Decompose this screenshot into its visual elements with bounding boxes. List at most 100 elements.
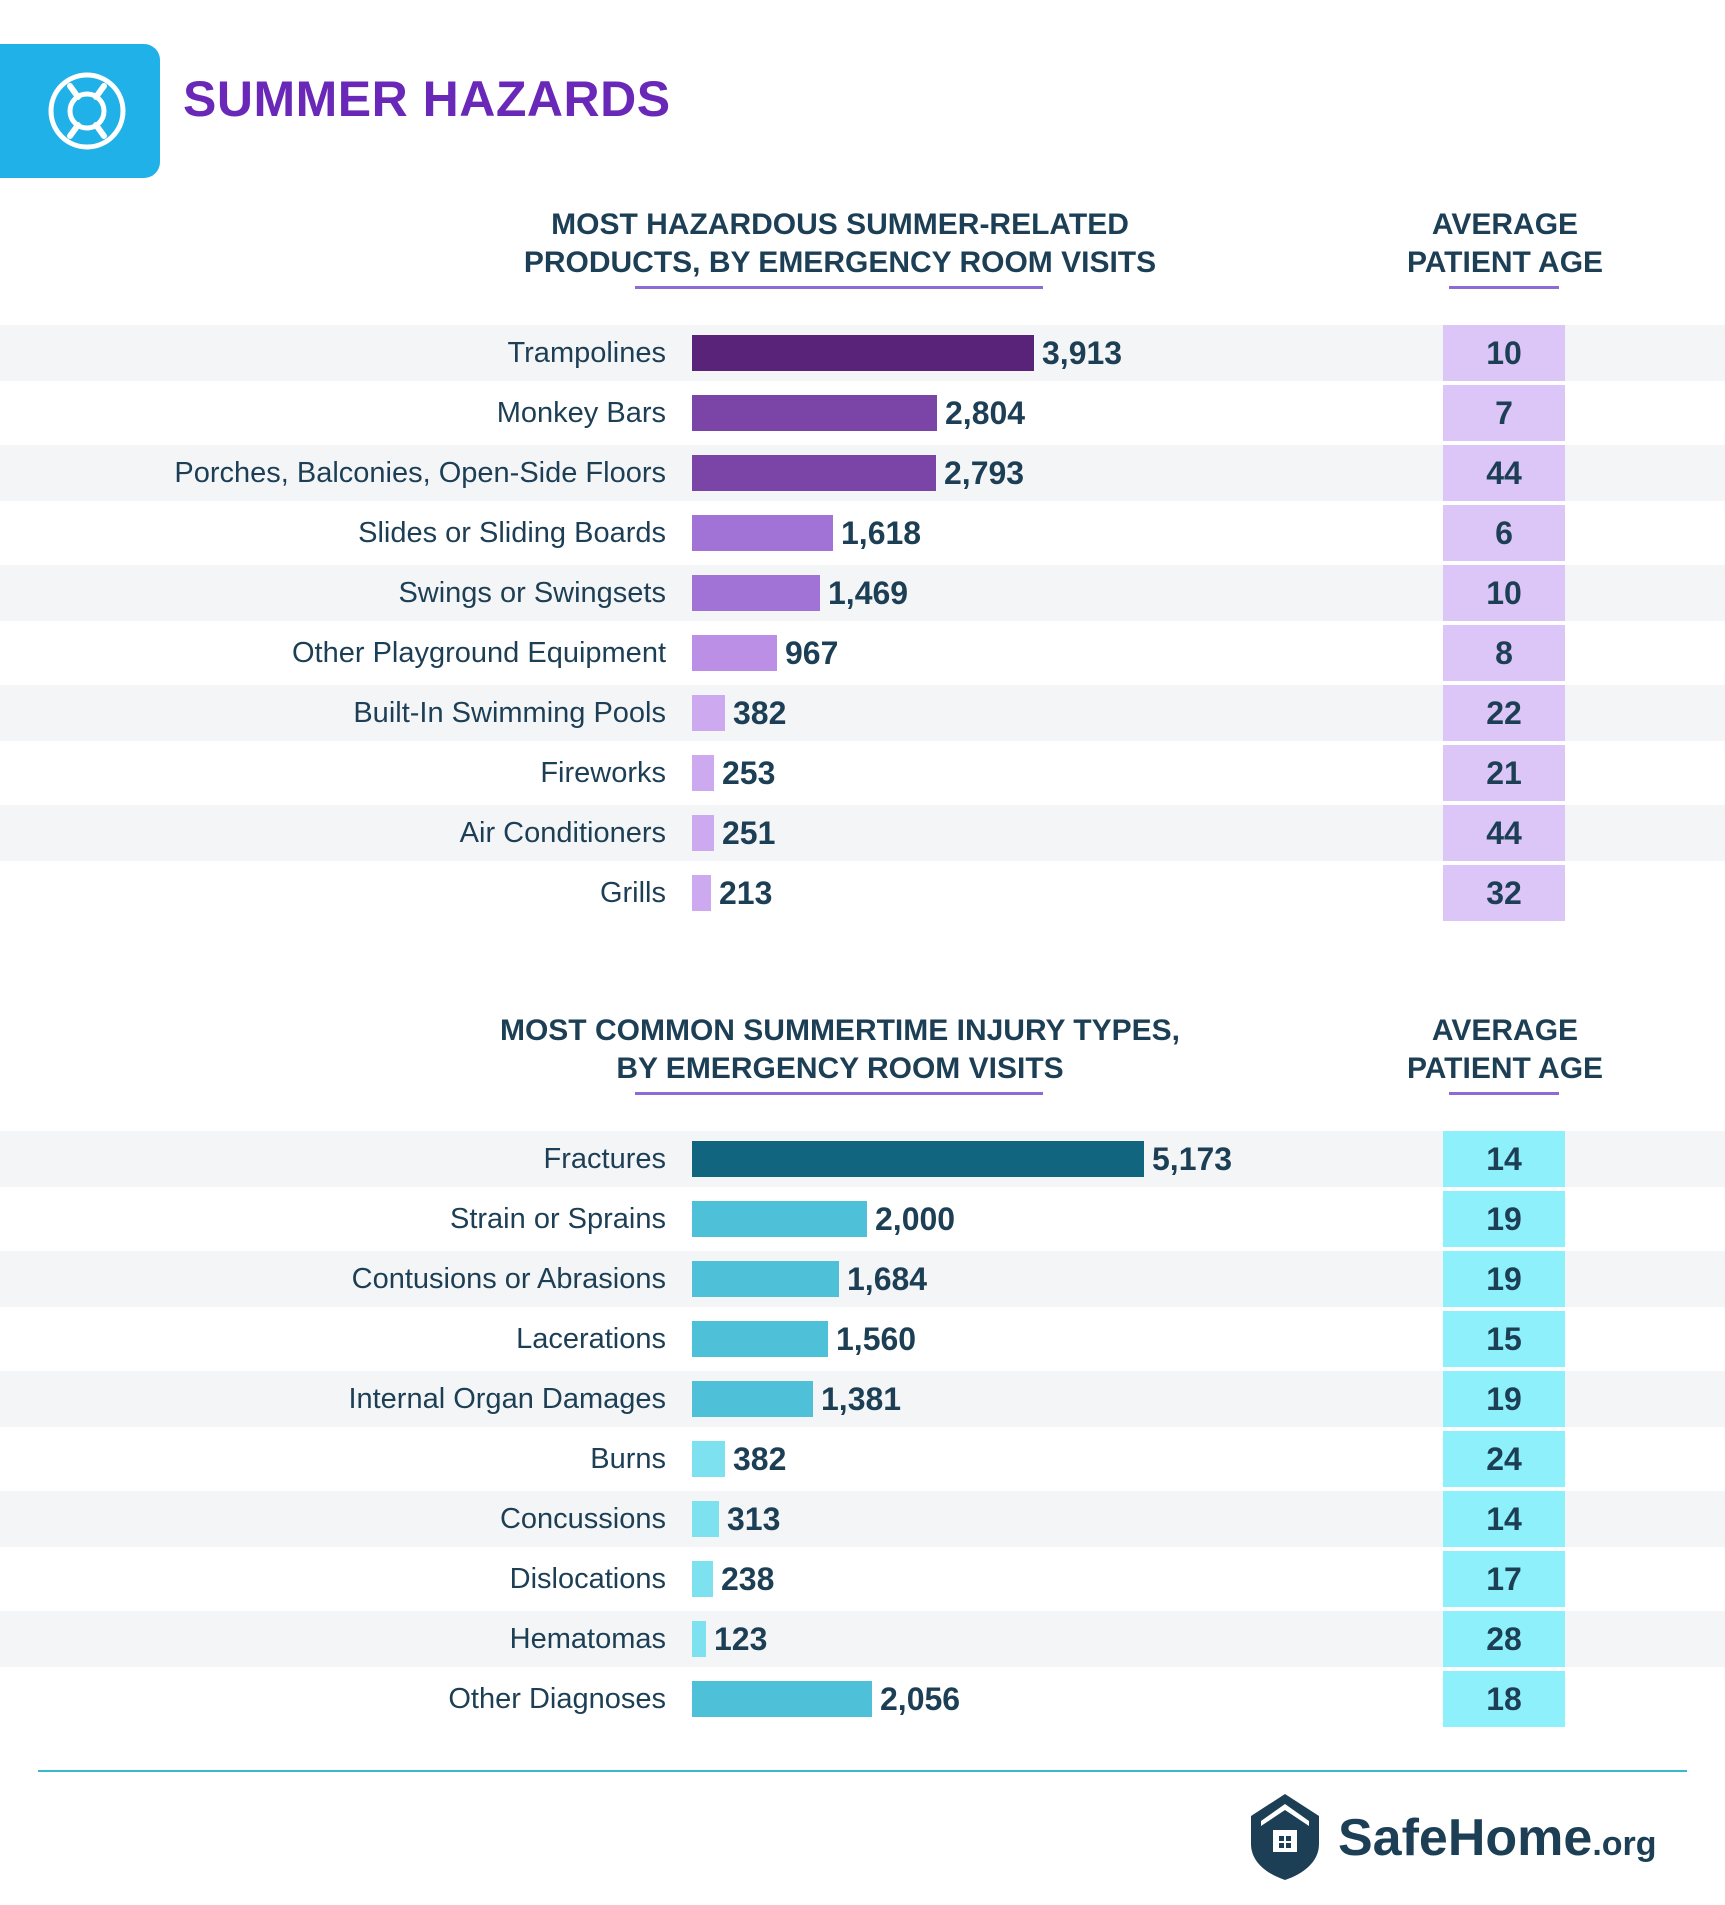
- bar: [692, 755, 714, 791]
- age-value: 7: [1495, 395, 1513, 431]
- logo-suffix: .org: [1592, 1825, 1657, 1863]
- age-value: 18: [1486, 1681, 1522, 1717]
- age-value: 10: [1486, 575, 1522, 611]
- category-label: Porches, Balconies, Open-Side Floors: [174, 457, 666, 489]
- age-cell: [1443, 445, 1565, 501]
- bar-value-label: 2,000: [875, 1201, 956, 1237]
- age-value: 44: [1486, 455, 1522, 491]
- header-badge: [0, 44, 160, 178]
- row-band: [0, 805, 1725, 861]
- row-band: [0, 685, 1725, 741]
- bar: [692, 635, 777, 671]
- bar: [692, 1681, 872, 1717]
- row-band: [0, 1371, 1725, 1427]
- age-cell: [1443, 1131, 1565, 1187]
- bar: [692, 815, 714, 851]
- house-shield-icon: [1251, 1794, 1319, 1880]
- bar-value-label: 1,381: [821, 1381, 902, 1417]
- age-cell: [1443, 745, 1565, 801]
- age-value: 24: [1486, 1441, 1522, 1477]
- bar-value-label: 123: [714, 1621, 768, 1657]
- bar-value-label: 2,793: [944, 455, 1025, 491]
- title-underline: [635, 1092, 1043, 1095]
- age-value: 19: [1486, 1381, 1522, 1417]
- bar-value-label: 2,056: [880, 1681, 961, 1717]
- age-cell: [1443, 505, 1565, 561]
- category-label: Trampolines: [507, 337, 666, 369]
- bar: [692, 1381, 813, 1417]
- bar: [692, 455, 936, 491]
- age-cell: [1443, 1371, 1565, 1427]
- bar-value-label: 1,469: [828, 575, 909, 611]
- bar-value-label: 1,618: [841, 515, 922, 551]
- brand-logo[interactable]: SafeHome.org: [1338, 1808, 1657, 1868]
- bar: [692, 395, 937, 431]
- injury-chart-title: MOST COMMON SUMMERTIME INJURY TYPES, BY …: [460, 1012, 1220, 1088]
- age-value: 44: [1486, 815, 1522, 851]
- age-cell: [1443, 1311, 1565, 1367]
- products-chart-title: MOST HAZARDOUS SUMMER-RELATED PRODUCTS, …: [460, 206, 1220, 282]
- age-header-line: PATIENT AGE: [1406, 1052, 1604, 1085]
- bar-value-label: 967: [785, 635, 839, 671]
- bar-value-label: 251: [722, 815, 776, 851]
- category-label: Monkey Bars: [496, 397, 666, 429]
- age-cell: [1443, 685, 1565, 741]
- category-label: Fractures: [543, 1143, 666, 1175]
- bar: [692, 515, 833, 551]
- age-cell: [1443, 1491, 1565, 1547]
- bar-value-label: 1,560: [836, 1321, 917, 1357]
- row-band: [0, 1611, 1725, 1667]
- bar: [692, 1501, 719, 1537]
- age-header-line: PATIENT AGE: [1406, 246, 1604, 279]
- age-value: 6: [1495, 515, 1513, 551]
- category-label: Contusions or Abrasions: [351, 1263, 666, 1295]
- category-label: Strain or Sprains: [450, 1203, 666, 1235]
- age-cell: [1443, 1551, 1565, 1607]
- logo-name: SafeHome: [1338, 1809, 1593, 1867]
- category-label: Other Diagnoses: [448, 1683, 666, 1715]
- age-column-header: AVERAGE PATIENT AGE: [1380, 1012, 1630, 1088]
- age-cell: [1443, 625, 1565, 681]
- age-cell: [1443, 865, 1565, 921]
- category-label: Internal Organ Damages: [348, 1383, 666, 1415]
- category-label: Swings or Swingsets: [398, 577, 666, 609]
- category-label: Concussions: [499, 1503, 666, 1535]
- bar: [692, 575, 820, 611]
- chart-title-line: PRODUCTS, BY EMERGENCY ROOM VISITS: [523, 246, 1157, 279]
- age-cell: [1443, 1191, 1565, 1247]
- bar-value-label: 382: [733, 695, 787, 731]
- bar: [692, 1201, 867, 1237]
- lifebuoy-icon: [48, 72, 126, 150]
- age-cell: [1443, 385, 1565, 441]
- bar: [692, 875, 711, 911]
- age-value: 32: [1486, 875, 1522, 911]
- category-label: Other Playground Equipment: [292, 637, 666, 669]
- bar: [692, 1561, 713, 1597]
- bar-value-label: 238: [721, 1561, 775, 1597]
- age-value: 19: [1486, 1261, 1522, 1297]
- age-header-underline: [1449, 1092, 1559, 1095]
- bar: [692, 1621, 706, 1657]
- age-cell: [1443, 325, 1565, 381]
- page-title: SUMMER HAZARDS: [183, 71, 671, 127]
- category-label: Slides or Sliding Boards: [358, 517, 666, 549]
- age-cell: [1443, 565, 1565, 621]
- bar-value-label: 5,173: [1152, 1141, 1233, 1177]
- chart-title-line: MOST COMMON SUMMERTIME INJURY TYPES,: [499, 1014, 1181, 1047]
- category-label: Lacerations: [516, 1323, 666, 1355]
- bar: [692, 335, 1034, 371]
- bar: [692, 695, 725, 731]
- category-label: Built-In Swimming Pools: [353, 697, 666, 729]
- age-value: 14: [1486, 1141, 1522, 1177]
- bar: [692, 1441, 725, 1477]
- bar-value-label: 3,913: [1042, 335, 1123, 371]
- age-value: 14: [1486, 1501, 1522, 1537]
- chart-title-line: BY EMERGENCY ROOM VISITS: [616, 1052, 1064, 1085]
- age-cell: [1443, 1251, 1565, 1307]
- bar-value-label: 1,684: [847, 1261, 928, 1297]
- category-label: Burns: [590, 1443, 666, 1475]
- age-cell: [1443, 1611, 1565, 1667]
- bar-value-label: 382: [733, 1441, 787, 1477]
- row-band: [0, 1491, 1725, 1547]
- age-value: 15: [1486, 1321, 1522, 1357]
